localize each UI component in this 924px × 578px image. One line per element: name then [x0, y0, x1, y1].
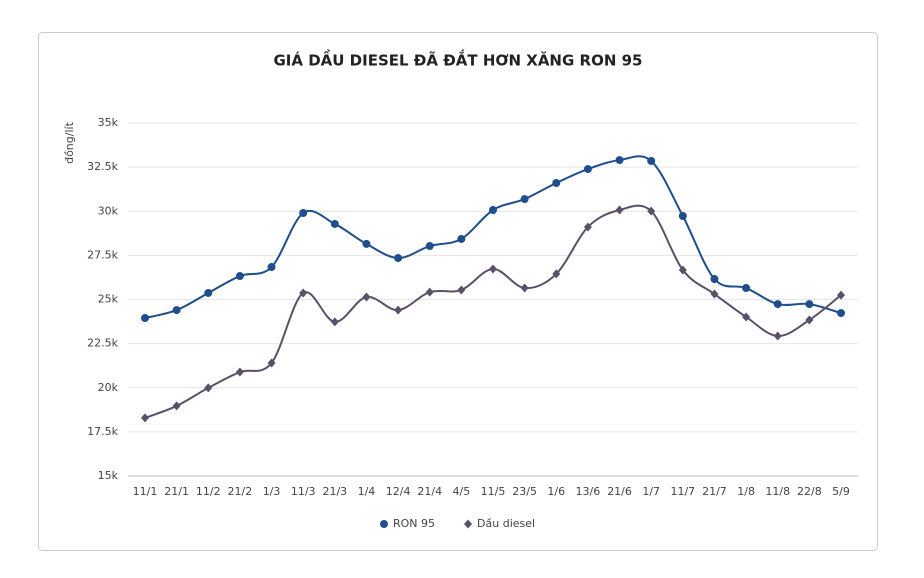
point [520, 283, 529, 293]
x-tick-label: 21/3 [322, 485, 347, 498]
point [773, 300, 782, 309]
point [678, 212, 687, 221]
y-axis-label: đồng/lít [63, 121, 76, 163]
point [837, 309, 845, 318]
point [394, 305, 403, 315]
point [489, 206, 497, 215]
point [394, 254, 403, 263]
point [362, 239, 371, 248]
point [380, 520, 388, 528]
x-tick-label: 11/5 [481, 485, 506, 498]
point [647, 156, 656, 165]
point [615, 205, 624, 215]
point [457, 234, 466, 243]
point [141, 413, 149, 423]
x-tick-label: 11/2 [196, 485, 221, 498]
x-tick-label: 1/3 [263, 485, 281, 498]
y-tick-label: 32.5k [87, 160, 118, 173]
point [330, 219, 339, 228]
point [742, 284, 751, 293]
point [425, 242, 434, 251]
x-tick-label: 21/1 [164, 485, 189, 498]
x-tick-label: 1/8 [737, 485, 755, 498]
point [267, 263, 276, 272]
point [552, 269, 561, 279]
point [204, 383, 213, 393]
point [362, 292, 371, 302]
point [457, 285, 466, 295]
x-tick-label: 5/9 [832, 485, 850, 498]
x-tick-label: 4/5 [453, 485, 471, 498]
x-tick-label: 11/1 [133, 485, 158, 498]
y-tick-label: 20k [98, 381, 119, 394]
legend-label: RON 95 [393, 517, 435, 530]
point [267, 358, 276, 368]
y-tick-label: 17.5k [87, 425, 118, 438]
point [204, 288, 213, 297]
point [330, 317, 339, 327]
point [299, 288, 308, 298]
x-tick-label: 22/8 [797, 485, 822, 498]
x-tick-label: 1/4 [358, 485, 376, 498]
point [235, 367, 244, 377]
y-tick-label: 27.5k [87, 248, 118, 261]
point [837, 290, 845, 300]
x-tick-label: 21/4 [417, 485, 442, 498]
point [235, 272, 244, 281]
y-tick-label: 35k [98, 116, 119, 129]
point [464, 519, 473, 529]
x-tick-label: 13/6 [576, 485, 601, 498]
x-tick-label: 1/6 [547, 485, 565, 498]
point [141, 314, 149, 323]
legend-label: Dầu diesel [477, 517, 535, 530]
x-tick-label: 11/7 [670, 485, 695, 498]
point [299, 209, 308, 218]
point [552, 179, 561, 188]
x-tick-label: 12/4 [386, 485, 411, 498]
x-tick-label: 21/7 [702, 485, 727, 498]
y-tick-label: 30k [98, 204, 119, 217]
x-tick-label: 1/7 [642, 485, 660, 498]
point [710, 275, 719, 284]
x-tick-label: 21/6 [607, 485, 632, 498]
point [583, 222, 592, 232]
y-tick-label: 15k [98, 469, 119, 482]
x-tick-label: 23/5 [512, 485, 537, 498]
point [172, 401, 181, 411]
point [805, 300, 814, 309]
point [742, 312, 751, 322]
point [805, 315, 814, 325]
point [172, 306, 181, 315]
point [520, 195, 529, 204]
chart-title: GIÁ DẦU DIESEL ĐÃ ĐẮT HƠN XĂNG RON 95 [274, 49, 643, 70]
point [678, 265, 687, 275]
point [615, 156, 624, 165]
point [710, 289, 719, 299]
x-tick-label: 21/2 [228, 485, 253, 498]
y-tick-label: 25k [98, 293, 119, 306]
point [647, 206, 656, 216]
x-tick-label: 11/3 [291, 485, 316, 498]
point [489, 264, 497, 274]
point [773, 331, 782, 341]
y-tick-label: 22.5k [87, 337, 118, 350]
point [583, 165, 592, 174]
x-tick-label: 11/8 [765, 485, 790, 498]
point [425, 287, 434, 297]
